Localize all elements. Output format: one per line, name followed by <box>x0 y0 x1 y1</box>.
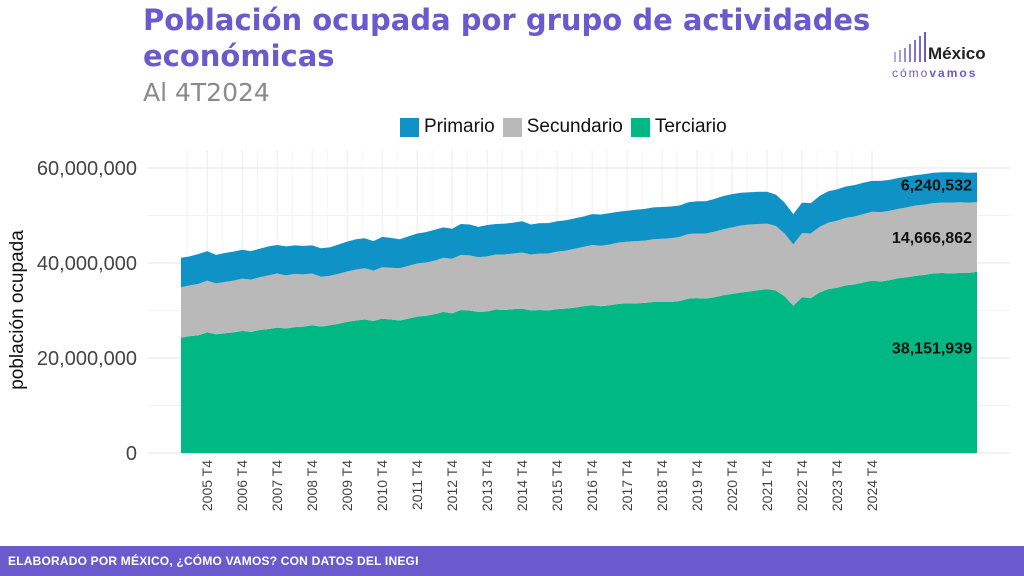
x-tick-label: 2017 T4 <box>619 460 635 511</box>
area-secundario <box>181 202 977 338</box>
footer-bar: ELABORADO POR MÉXICO, ¿CÓMO VAMOS? CON D… <box>0 546 1024 576</box>
x-tick-label: 2011 T4 <box>409 460 425 510</box>
y-axis-label: población ocupada <box>7 230 28 390</box>
legend-label-terciario: Terciario <box>654 116 727 137</box>
legend-swatch-terciario <box>630 117 650 137</box>
label-secundario-value: 14,666,862 <box>892 230 972 247</box>
x-tick-label: 2024 T4 <box>864 460 880 511</box>
x-tick-label: 2014 T4 <box>514 460 530 511</box>
x-tick-label: 2021 T4 <box>759 460 775 511</box>
logo-sub-text: cómovamos <box>892 66 978 80</box>
x-tick-label: 2010 T4 <box>374 460 390 511</box>
y-tick-label: 60,000,000 <box>37 158 137 180</box>
legend-item-secundario: Secundario <box>502 116 623 138</box>
stacked-area-chart: 38,151,939 14,666,862 6,240,532 0 20,000,000… <box>7 150 1010 511</box>
x-tick-label: 2005 T4 <box>199 460 215 511</box>
logo-main-text: México <box>928 44 986 63</box>
x-tick-label: 2023 T4 <box>829 460 845 511</box>
footer-source-text: ELABORADO POR MÉXICO, ¿CÓMO VAMOS? CON D… <box>8 554 419 568</box>
x-tick-label: 2012 T4 <box>444 460 460 511</box>
x-tick-label: 2013 T4 <box>479 460 495 511</box>
x-tick-label: 2009 T4 <box>339 460 355 511</box>
y-tick-label: 0 <box>126 443 137 465</box>
legend-label-primario: Primario <box>424 116 495 137</box>
chart-legend: Primario Secundario Terciario <box>400 116 735 138</box>
chart-title: Población ocupada por grupo de actividad… <box>143 3 871 73</box>
label-primario-value: 6,240,532 <box>901 178 972 195</box>
x-tick-label: 2015 T4 <box>549 460 565 511</box>
x-tick-label: 2016 T4 <box>584 460 600 511</box>
chart-subtitle: Al 4T2024 <box>143 78 270 107</box>
y-tick-label: 40,000,000 <box>37 253 137 275</box>
x-tick-label: 2008 T4 <box>304 460 320 511</box>
legend-swatch-primario <box>400 117 419 137</box>
x-tick-label: 2006 T4 <box>234 460 250 511</box>
label-terciario-value: 38,151,939 <box>892 341 972 358</box>
x-tick-label: 2007 T4 <box>269 460 285 511</box>
x-tick-label: 2018 T4 <box>654 460 670 511</box>
y-tick-label: 20,000,000 <box>37 348 137 370</box>
x-tick-label: 2022 T4 <box>794 460 810 511</box>
x-tick-label: 2020 T4 <box>724 460 740 511</box>
area-primario <box>181 172 977 288</box>
logo-bars-icon <box>890 26 936 62</box>
x-tick-label: 2019 T4 <box>689 460 705 511</box>
legend-swatch-secundario <box>502 117 522 137</box>
mexico-como-vamos-logo: México cómovamos <box>890 26 1000 82</box>
legend-item-terciario: Terciario <box>630 116 727 138</box>
area-terciario <box>181 271 977 453</box>
legend-label-secundario: Secundario <box>526 116 623 137</box>
legend-item-primario: Primario <box>400 116 495 138</box>
